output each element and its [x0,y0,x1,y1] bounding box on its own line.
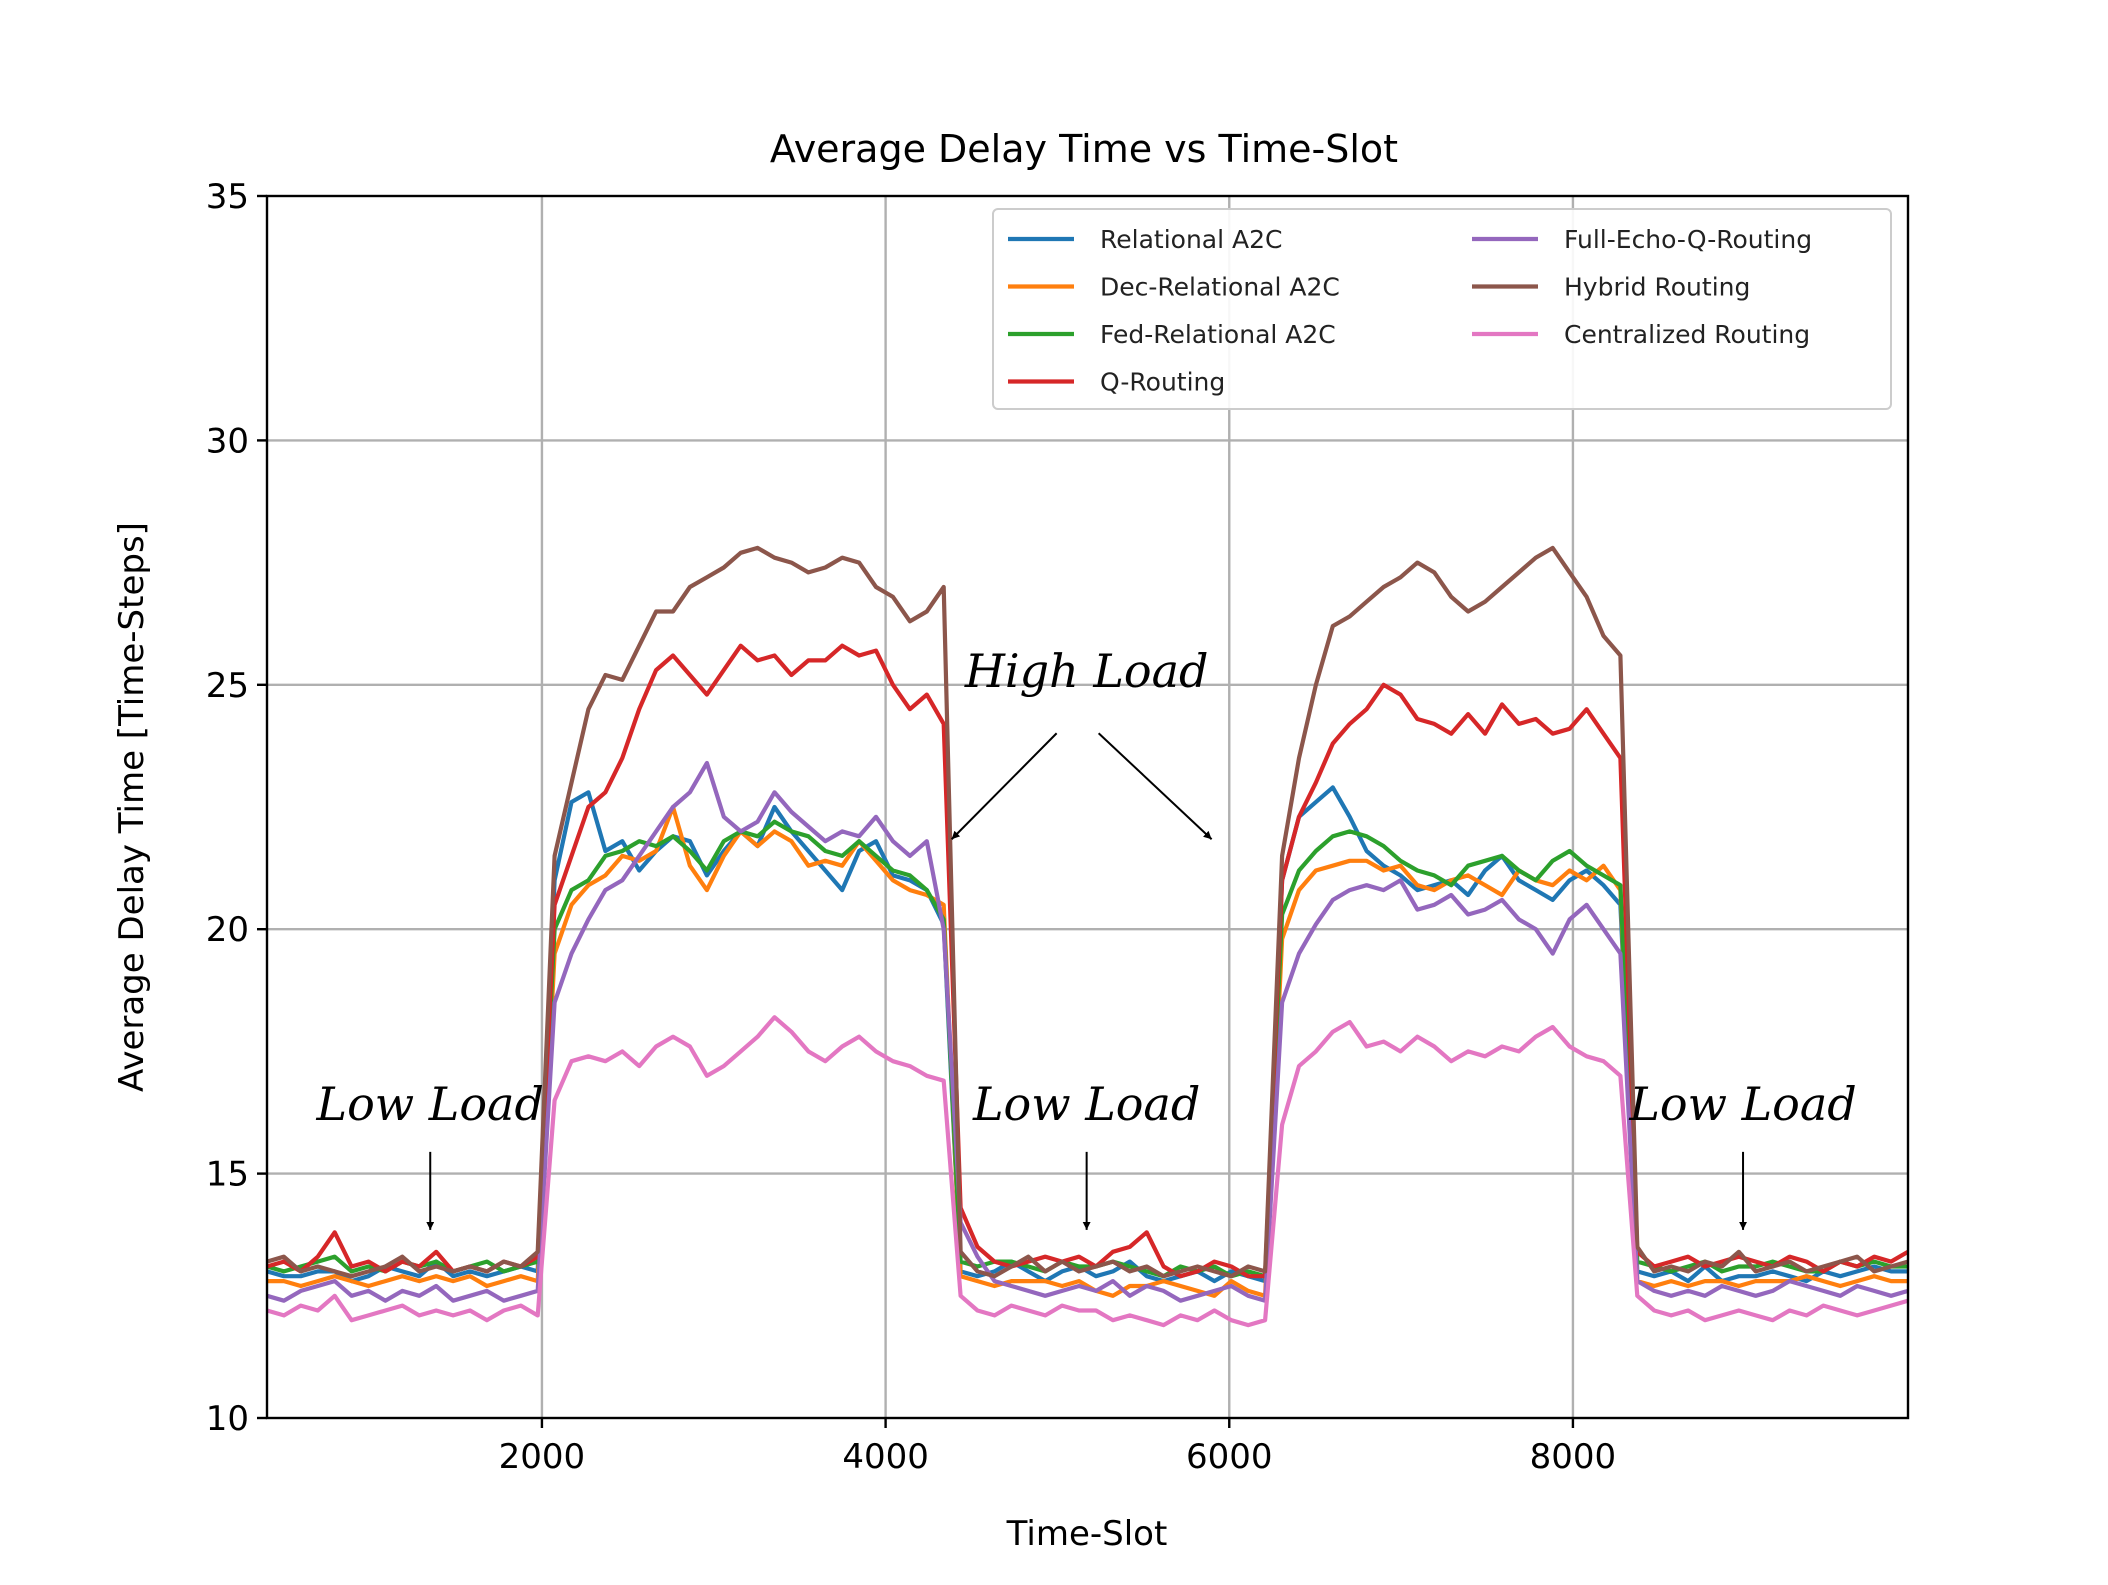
x-axis-ticks: 2000 4000 6000 8000 [499,1418,1617,1477]
y-axis-label: Average Delay Time [Time-Steps] [112,522,152,1092]
x-tick-label: 4000 [842,1437,929,1477]
plot-frame [265,194,1910,1420]
y-tick-label: 35 [206,177,249,217]
x-tick-label: 6000 [1186,1437,1273,1477]
x-tick-label: 2000 [499,1437,586,1477]
annotations: Low Load High Load Low Load Low Load [316,644,1857,1230]
annotation-arrow [950,732,1058,840]
annotation-low-load: Low Load [316,1077,544,1131]
annotation-low-load: Low Load [972,1077,1200,1131]
y-tick-label: 30 [206,421,249,461]
legend-label: Relational A2C [1100,225,1282,254]
x-tick-label: 8000 [1530,1437,1617,1477]
legend-label: Dec-Relational A2C [1100,273,1340,302]
series-line-centralized-routing [266,1015,1909,1328]
annotation-low-load: Low Load [1628,1077,1856,1131]
y-tick-label: 10 [206,1399,249,1439]
y-tick-label: 15 [206,1155,249,1195]
legend-label: Hybrid Routing [1564,273,1750,302]
y-tick-label: 25 [206,666,249,706]
legend: Relational A2C Dec-Relational A2C Fed-Rela… [992,208,1892,410]
legend-label: Full-Echo-Q-Routing [1564,225,1812,254]
series-layer [266,545,1910,1328]
series-line-full-echo-q-routing [266,760,1909,1303]
series-line-hybrid-routing [266,545,1909,1279]
annotation-high-load: High Load [964,644,1209,698]
legend-box [992,208,1892,410]
legend-label: Fed-Relational A2C [1100,320,1336,349]
chart-title: Average Delay Time vs Time-Slot [770,127,1398,171]
y-axis-ticks: 10 15 20 25 30 35 [206,177,267,1439]
x-axis-label: Time-Slot [1006,1514,1168,1554]
annotation-arrow [1097,732,1213,840]
legend-label: Q-Routing [1100,368,1225,397]
y-tick-label: 20 [206,910,249,950]
legend-label: Centralized Routing [1564,320,1810,349]
